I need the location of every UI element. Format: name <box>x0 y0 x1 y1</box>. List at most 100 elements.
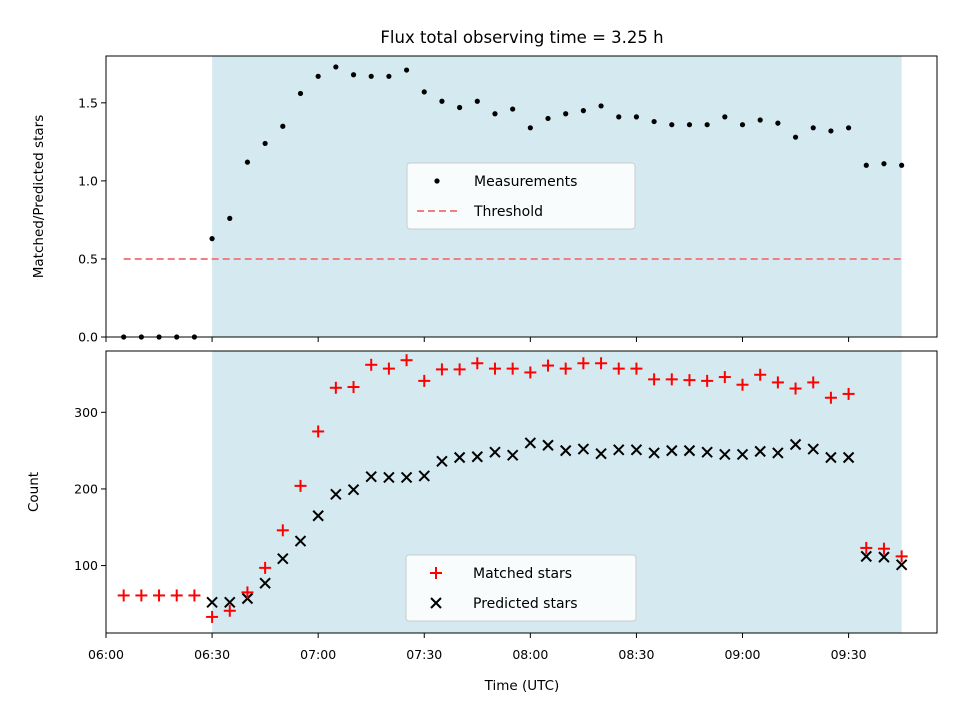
measurement-point <box>262 140 268 147</box>
matched-star-point <box>206 610 219 623</box>
measurement-point <box>669 122 675 128</box>
matched-star-point <box>329 381 342 394</box>
predicted-stars-legend-marker <box>430 597 442 609</box>
predicted-star-point <box>259 577 271 589</box>
matched-star-point <box>418 374 431 387</box>
predicted-star-point <box>365 470 377 483</box>
bottom-x-tick-label: 09:00 <box>724 647 760 662</box>
matched-star-point <box>807 376 820 389</box>
matched-stars-legend-marker <box>430 567 442 579</box>
matched-star-point <box>612 362 625 375</box>
top-panel: Flux total observing time = 3.25 h 0.00.… <box>31 28 938 345</box>
matched-star-point <box>736 378 749 391</box>
predicted-star-point <box>754 445 766 458</box>
predicted-star-point <box>701 446 713 458</box>
predicted-star-point <box>595 447 607 460</box>
measurement-point <box>421 89 427 95</box>
measurement-point <box>739 122 746 128</box>
predicted-star-point <box>559 444 572 457</box>
measurement-point <box>280 123 286 129</box>
predicted-star-point <box>224 596 236 609</box>
matched-stars-legend-label: Matched stars <box>473 566 572 582</box>
top-x-ticks <box>105 337 850 342</box>
matched-star-point <box>771 376 784 389</box>
predicted-star-point <box>383 471 395 484</box>
matched-star-point <box>789 382 802 395</box>
measurements-legend-marker <box>434 178 440 184</box>
matched-star-point <box>471 357 484 370</box>
bottom-y-tick-label: 100 <box>74 558 98 573</box>
bottom-x-tick-label: 06:30 <box>194 647 230 662</box>
bottom-y-tick-label: 300 <box>74 405 98 420</box>
measurement-point <box>563 111 569 117</box>
predicted-star-point <box>630 444 643 456</box>
predicted-star-point <box>400 471 413 484</box>
predicted-star-point <box>895 559 908 571</box>
predicted-star-point <box>789 438 802 451</box>
matched-star-point <box>435 363 448 376</box>
bottom-x-tick-label: 07:30 <box>406 647 442 662</box>
matched-star-point <box>860 541 873 554</box>
measurement-point <box>775 120 781 126</box>
matched-star-point <box>877 542 890 555</box>
matched-star-point <box>382 362 395 375</box>
bottom-y-ticks: 100 200 300 <box>74 405 106 573</box>
measurement-point <box>881 161 887 167</box>
bottom-x-tick-label: 07:00 <box>300 647 336 662</box>
measurement-point <box>474 98 480 104</box>
matched-star-point <box>595 357 608 370</box>
matched-star-point <box>824 391 837 404</box>
matched-star-point <box>648 373 661 386</box>
measurement-point <box>510 106 516 112</box>
bottom-x-ticks: 06:00 06:30 07:00 07:30 08:00 08:30 09:00 09:30 <box>88 633 867 662</box>
bottom-legend-box <box>405 554 637 622</box>
matched-star-point <box>683 374 696 387</box>
measurement-point <box>386 73 392 79</box>
predicted-star-point <box>719 448 731 461</box>
measurement-point <box>686 122 693 128</box>
bottom-y-tick-label: 200 <box>74 481 98 496</box>
predicted-star-point <box>666 444 678 457</box>
measurement-point <box>598 103 604 109</box>
matched-star-point <box>117 589 130 602</box>
top-y-tick-label: 1.5 <box>78 95 98 110</box>
matched-star-point <box>895 550 908 563</box>
matched-star-point <box>312 425 325 438</box>
bottom-axes-frame <box>105 350 938 634</box>
bottom-y-axis-label: Count <box>26 472 42 512</box>
top-legend: Measurements Threshold <box>406 162 636 230</box>
measurement-point <box>227 215 233 221</box>
predicted-star-point <box>577 443 590 455</box>
measurement-point <box>651 118 657 125</box>
predicted-star-point <box>418 470 430 482</box>
measurement-point <box>845 125 852 131</box>
matched-star-point <box>400 354 413 367</box>
predicted-star-point <box>241 592 254 605</box>
matched-star-point <box>506 362 519 375</box>
predicted-star-point <box>489 446 501 458</box>
top-y-ticks: 0.0 0.5 1.0 1.5 <box>78 95 106 345</box>
predicted-star-point <box>772 447 784 459</box>
top-panel-title: Flux total observing time = 3.25 h <box>380 28 663 47</box>
predicted-star-point <box>860 550 872 563</box>
matched-star-point <box>453 363 466 376</box>
matched-star-point <box>665 373 678 386</box>
predicted-star-point <box>294 535 307 547</box>
measurement-point <box>209 236 215 242</box>
x-axis-label: Time (UTC) <box>484 678 560 694</box>
top-legend-box <box>406 162 636 230</box>
measurement-point <box>457 104 463 111</box>
matched-star-point <box>347 381 360 394</box>
measurement-point <box>545 115 551 122</box>
bottom-x-tick-label: 08:00 <box>512 647 548 662</box>
threshold-legend-label: Threshold <box>473 204 543 220</box>
predicted-star-point <box>825 451 837 464</box>
measurement-point <box>633 114 640 120</box>
matched-star-points <box>117 354 908 623</box>
matched-star-point <box>842 387 855 400</box>
predicted-star-points <box>206 437 908 609</box>
matched-star-point <box>630 362 643 375</box>
matched-star-point <box>365 358 378 371</box>
matched-star-point <box>559 362 572 375</box>
